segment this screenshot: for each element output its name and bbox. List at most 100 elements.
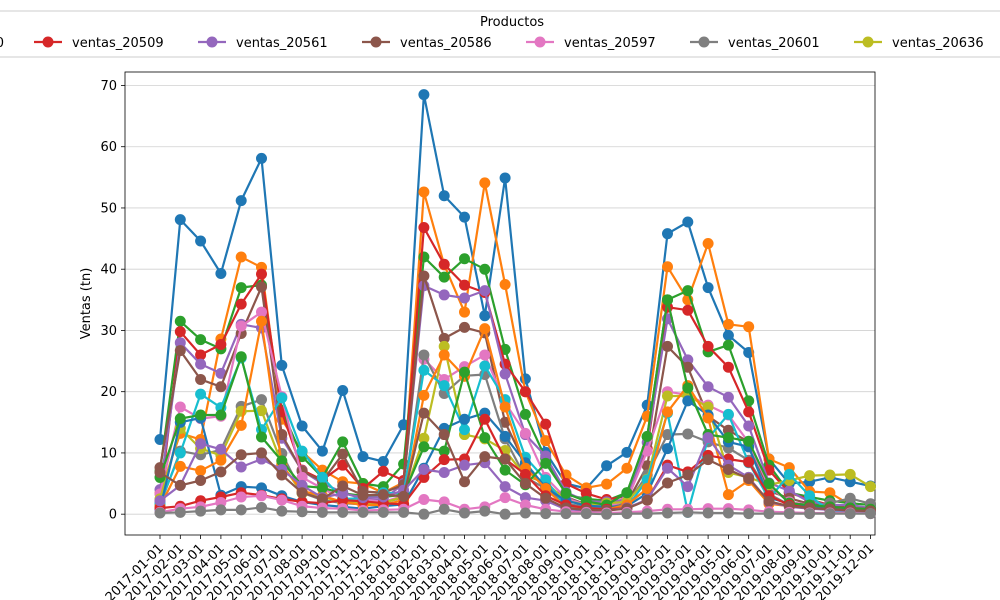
data-point <box>519 408 531 420</box>
data-point <box>540 435 552 447</box>
data-point <box>641 445 653 457</box>
data-point <box>499 464 511 476</box>
data-point <box>296 506 308 518</box>
data-point <box>682 469 694 481</box>
data-point <box>174 506 186 518</box>
data-point <box>418 471 430 483</box>
data-point <box>337 436 349 448</box>
y-tick-label: 0 <box>109 508 117 523</box>
data-point <box>722 361 734 373</box>
legend-marker <box>42 36 54 48</box>
data-point <box>804 490 816 502</box>
data-point <box>499 401 511 413</box>
data-point <box>662 340 673 352</box>
data-point <box>357 506 369 518</box>
data-point <box>763 478 775 490</box>
data-point <box>438 258 450 270</box>
data-point <box>418 349 430 361</box>
data-point <box>804 470 816 482</box>
data-point <box>235 504 247 516</box>
data-point <box>418 89 430 101</box>
data-point <box>154 467 166 479</box>
data-point <box>621 462 633 474</box>
data-point <box>702 340 714 352</box>
data-point <box>865 508 876 520</box>
data-point <box>479 285 491 297</box>
data-point <box>682 285 694 297</box>
y-tick-label: 50 <box>100 201 117 216</box>
data-point <box>215 504 227 516</box>
data-point <box>418 251 430 263</box>
data-point <box>276 469 288 481</box>
data-point <box>438 380 450 392</box>
data-point <box>540 474 552 486</box>
legend-entry: ventas_20601 <box>690 36 820 51</box>
data-point <box>459 253 470 265</box>
data-point <box>398 490 410 502</box>
data-point <box>235 461 247 473</box>
y-tick-label: 20 <box>100 385 117 400</box>
data-point <box>662 228 673 240</box>
data-point <box>662 477 673 489</box>
data-point <box>662 390 673 402</box>
data-point <box>519 478 531 490</box>
data-point <box>154 507 166 519</box>
data-point <box>743 435 755 447</box>
data-point <box>459 424 470 436</box>
data-point <box>195 388 207 400</box>
series-line <box>158 284 871 510</box>
plot-frame <box>124 71 876 536</box>
data-point <box>540 457 552 469</box>
legend-marker <box>698 36 710 48</box>
data-point <box>256 394 267 406</box>
data-point <box>844 508 856 520</box>
legend-marker <box>534 36 546 48</box>
data-point <box>256 306 267 318</box>
data-point <box>256 490 267 502</box>
data-point <box>824 487 836 499</box>
data-point <box>682 304 694 316</box>
data-point <box>662 443 673 455</box>
data-point <box>722 408 734 420</box>
data-point <box>174 447 186 459</box>
data-point <box>601 508 613 520</box>
data-point <box>519 499 531 511</box>
data-point <box>296 420 308 432</box>
data-point <box>641 482 653 494</box>
data-point <box>256 501 267 513</box>
data-point <box>743 420 755 432</box>
data-point <box>215 339 227 351</box>
data-point <box>844 468 856 480</box>
legend: Productos 0 ventas_20509 ventas_20561 venta… <box>0 10 1000 58</box>
data-point <box>215 443 227 455</box>
data-point <box>459 292 470 304</box>
legend-label: ventas_20509 <box>72 36 164 51</box>
data-point <box>438 340 450 352</box>
data-point <box>722 489 734 501</box>
data-point <box>479 323 491 335</box>
data-point <box>499 492 511 504</box>
data-point <box>418 407 430 419</box>
y-tick-label: 60 <box>100 140 117 155</box>
data-point <box>499 430 511 442</box>
data-point <box>824 508 836 520</box>
data-point <box>479 177 491 189</box>
data-point <box>418 364 430 376</box>
data-point <box>722 329 734 341</box>
data-point <box>702 381 714 393</box>
y-tick-label: 10 <box>100 446 117 461</box>
data-point <box>722 391 734 403</box>
data-point <box>296 471 308 483</box>
data-point <box>479 349 491 361</box>
data-point <box>641 508 653 520</box>
data-point <box>438 429 450 441</box>
data-point <box>276 505 288 517</box>
data-point <box>316 506 328 518</box>
data-point <box>702 237 714 249</box>
data-point <box>174 479 186 491</box>
data-point <box>256 447 267 459</box>
data-point <box>682 506 694 518</box>
data-point <box>459 211 470 223</box>
data-point <box>743 456 755 468</box>
legend-entry: ventas_20561 <box>198 36 328 51</box>
